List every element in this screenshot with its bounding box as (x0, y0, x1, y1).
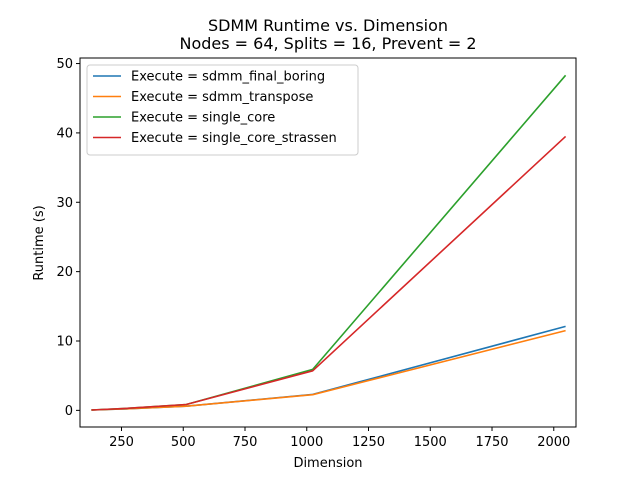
x-tick-label: 500 (171, 435, 196, 450)
y-axis-label: Runtime (s) (32, 205, 47, 280)
y-tick-label: 10 (56, 334, 73, 349)
chart-subtitle: Nodes = 64, Splits = 16, Prevent = 2 (179, 34, 476, 53)
y-tick-label: 20 (56, 265, 73, 280)
x-tick-label: 750 (233, 435, 258, 450)
legend: Execute = sdmm_final_boring Execute = sdm… (86, 64, 359, 156)
legend-label: Execute = sdmm_final_boring (131, 70, 325, 85)
y-tick-label: 40 (56, 126, 73, 141)
legend-box (86, 64, 359, 156)
y-tick-label: 30 (56, 196, 73, 211)
x-tick-label: 1750 (475, 435, 508, 450)
chart-title: SDMM Runtime vs. Dimension (208, 16, 448, 35)
legend-label: Execute = sdmm_transpose (131, 90, 313, 105)
series-line-3 (91, 135, 567, 411)
x-tick-label: 1250 (352, 435, 385, 450)
legend-label: Execute = single_core_strassen (131, 131, 337, 146)
plot-frame (79, 57, 577, 428)
series-lines (91, 74, 567, 411)
legend-label: Execute = single_core (131, 111, 275, 126)
x-tick-label: 2000 (537, 435, 570, 450)
axis-ticks: 250 500 750 1000 1250 1500 1750 2000 0 10 20 30 40 50 (56, 57, 570, 450)
x-tick-label: 1500 (414, 435, 447, 450)
x-tick-label: 250 (109, 435, 134, 450)
y-tick-label: 50 (56, 57, 73, 72)
y-tick-label: 0 (65, 404, 73, 419)
x-tick-label: 1000 (290, 435, 323, 450)
x-axis-label: Dimension (293, 456, 362, 471)
